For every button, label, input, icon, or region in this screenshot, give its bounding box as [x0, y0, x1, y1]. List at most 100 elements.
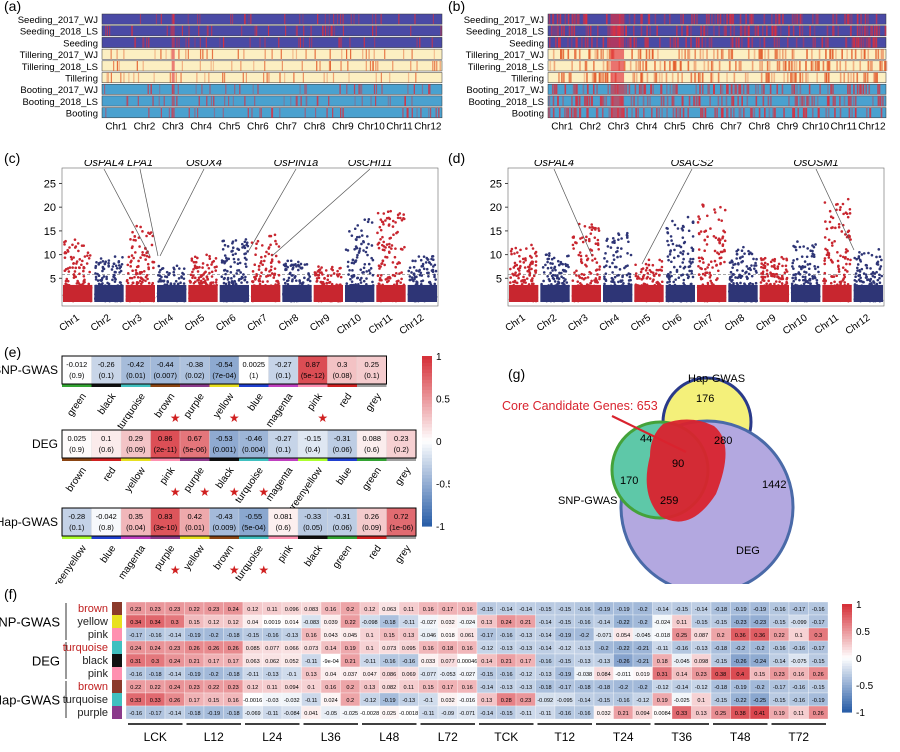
track-signal	[726, 107, 728, 118]
track-label: Seeding	[509, 38, 544, 49]
track-signal	[730, 107, 732, 118]
track-signal	[332, 107, 334, 118]
snp-point	[265, 250, 268, 254]
snp-point	[362, 249, 365, 252]
track-signal	[662, 95, 665, 107]
track-signal	[576, 95, 579, 107]
track-signal	[699, 49, 702, 60]
snp-point	[101, 260, 105, 263]
snp-point	[159, 277, 162, 281]
snp-point	[144, 275, 148, 279]
track-signal	[732, 14, 735, 25]
snp-point	[420, 279, 423, 283]
track-signal	[878, 25, 881, 36]
snp-point	[415, 280, 419, 284]
track-signal	[811, 14, 814, 25]
track-signal	[146, 37, 148, 48]
track-signal	[237, 49, 239, 60]
track-signal	[828, 60, 831, 71]
snp-point	[611, 236, 615, 240]
snp-point	[65, 277, 69, 281]
snp-point	[586, 276, 590, 279]
track-signal	[402, 107, 404, 118]
snp-point	[245, 258, 248, 261]
track-signal	[411, 49, 413, 60]
snp-point	[592, 226, 596, 230]
track-signal	[882, 49, 884, 60]
snp-point	[282, 278, 286, 281]
snp-point	[348, 268, 351, 272]
track-signal	[353, 84, 356, 95]
snp-point	[132, 256, 135, 260]
snp-point	[801, 275, 805, 279]
track-signal	[630, 37, 633, 48]
snp-point	[645, 266, 649, 270]
snp-band	[665, 284, 695, 302]
track-signal	[768, 107, 771, 118]
track-signal	[757, 25, 760, 36]
snp-point	[643, 282, 647, 286]
snp-point	[172, 270, 176, 274]
snp-point	[667, 274, 671, 277]
track-signal	[304, 84, 306, 95]
track-label: Booting_2018_LS	[22, 97, 98, 108]
snp-point	[362, 271, 365, 274]
track-signal	[759, 37, 761, 48]
snp-point	[605, 239, 608, 242]
snp-point	[277, 245, 281, 248]
snp-point	[682, 278, 686, 282]
snp-point	[240, 281, 243, 284]
track-signal	[826, 95, 829, 107]
snp-point	[78, 258, 82, 261]
track-signal	[792, 84, 795, 95]
snp-point	[534, 271, 537, 274]
snp-point	[527, 268, 531, 271]
snp-point	[366, 220, 370, 224]
track-signal	[204, 72, 206, 83]
track-signal	[567, 49, 570, 60]
snp-point	[158, 274, 162, 278]
track-signal	[177, 84, 179, 95]
track-signal	[774, 107, 776, 118]
snp-point	[283, 281, 287, 285]
snp-point	[619, 255, 622, 258]
snp-point	[193, 276, 197, 280]
snp-point	[135, 271, 138, 275]
track-hotspot	[171, 60, 175, 71]
track-signal	[415, 72, 417, 83]
track-signal	[340, 60, 342, 71]
snp-point	[532, 282, 535, 286]
snp-point	[364, 250, 368, 254]
snp-point	[74, 275, 77, 279]
snp-point	[287, 276, 291, 280]
snp-point	[274, 239, 277, 243]
track-signal	[677, 37, 679, 48]
snp-point	[400, 271, 403, 274]
snp-point	[414, 259, 417, 263]
snp-point	[556, 259, 560, 263]
track-signal	[285, 25, 287, 36]
snp-point	[208, 254, 211, 258]
snp-point	[78, 266, 81, 270]
snp-point	[101, 269, 104, 273]
snp-point	[797, 272, 800, 275]
track-signal	[865, 25, 867, 36]
track-signal	[661, 72, 663, 83]
track-signal	[808, 84, 811, 95]
track-signal	[824, 72, 826, 83]
track-signal	[867, 14, 869, 25]
track-signal	[587, 25, 590, 36]
track-signal	[209, 84, 211, 95]
snp-point	[680, 227, 684, 230]
snp-point	[792, 259, 795, 262]
chromosome-tick-label: Chr10	[335, 312, 364, 337]
snp-point	[178, 267, 181, 270]
snp-point	[74, 266, 78, 270]
track-signal	[398, 14, 400, 25]
track-signal	[340, 14, 342, 25]
snp-point	[398, 212, 402, 215]
snp-point	[735, 249, 738, 253]
track-signal	[429, 84, 431, 95]
track-signal	[880, 49, 883, 60]
snp-point	[532, 274, 536, 278]
